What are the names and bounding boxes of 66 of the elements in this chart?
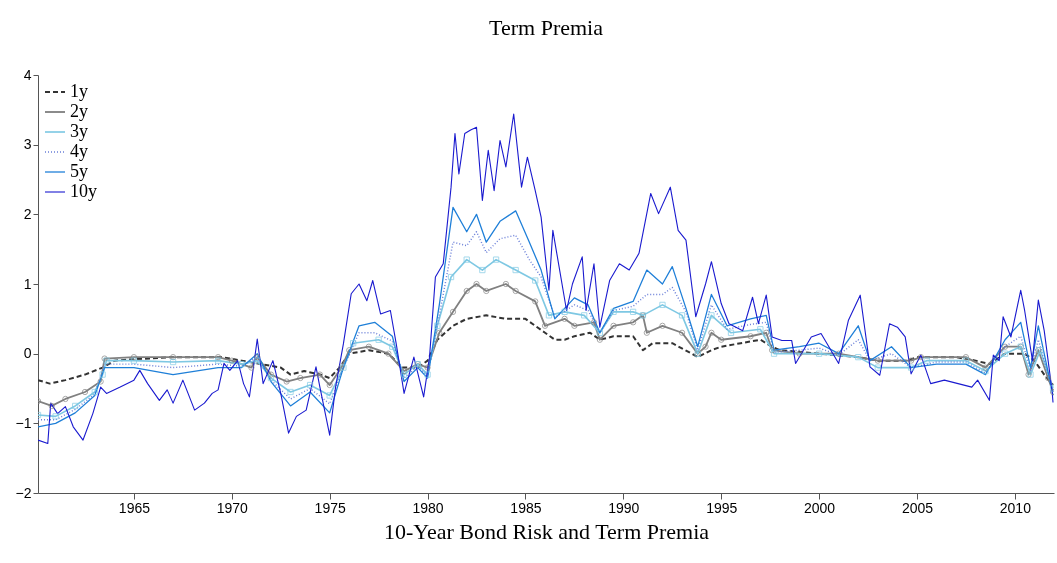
point xyxy=(708,312,715,319)
legend-label: 2y xyxy=(70,101,88,121)
point xyxy=(72,402,79,410)
point xyxy=(855,354,862,361)
x-tick-label: 1970 xyxy=(216,499,249,516)
point xyxy=(532,277,539,284)
point xyxy=(1049,385,1054,392)
point xyxy=(479,266,486,274)
point xyxy=(659,301,666,309)
point xyxy=(52,413,59,420)
point xyxy=(1001,350,1009,357)
point xyxy=(512,266,519,274)
point xyxy=(874,364,881,371)
y-tick-label: −2 xyxy=(15,484,32,501)
x-tick-label: 1975 xyxy=(314,499,346,516)
point xyxy=(99,371,106,378)
x-tick-label: 1965 xyxy=(118,499,151,516)
point xyxy=(91,388,98,396)
x-axis-title: 10-Year Bond Risk and Term Premia xyxy=(383,518,710,544)
legend-label: 3y xyxy=(70,121,88,141)
point xyxy=(238,360,245,368)
point xyxy=(287,388,294,396)
x-tick-label: 2010 xyxy=(999,499,1032,516)
point xyxy=(596,329,603,336)
legend-label: 5y xyxy=(70,161,88,181)
y-tick-label: 0 xyxy=(23,345,32,362)
point xyxy=(923,357,930,364)
point xyxy=(757,326,764,333)
point xyxy=(492,256,500,263)
point xyxy=(424,371,431,378)
y-tick-label: 2 xyxy=(23,205,32,222)
point xyxy=(678,312,686,319)
y-tick-label: 4 xyxy=(23,66,32,83)
point xyxy=(267,374,275,382)
point xyxy=(326,392,333,399)
legend-label: 1y xyxy=(70,81,88,101)
point xyxy=(907,364,915,371)
point xyxy=(727,329,735,336)
chart-title: Term Premia xyxy=(489,15,604,40)
point xyxy=(389,343,396,350)
x-tick-label: 2000 xyxy=(804,499,836,516)
point xyxy=(434,322,441,329)
legend-label: 4y xyxy=(70,141,88,161)
x-tick-label: 1985 xyxy=(510,499,542,516)
point xyxy=(463,256,470,263)
point xyxy=(581,312,588,319)
point xyxy=(400,371,408,378)
point xyxy=(350,340,357,347)
x-tick-label: 1990 xyxy=(608,499,640,516)
point xyxy=(629,308,637,316)
y-tick-label: 3 xyxy=(23,136,32,153)
x-tick-label: 1980 xyxy=(412,499,444,516)
point xyxy=(306,381,314,389)
point xyxy=(447,273,455,281)
y-tick-label: 1 xyxy=(23,275,32,292)
point xyxy=(982,367,989,375)
y-tick-label: −1 xyxy=(15,414,32,431)
point xyxy=(169,358,177,366)
point xyxy=(561,308,568,316)
x-tick-label: 2005 xyxy=(901,499,934,516)
x-tick-label: 1995 xyxy=(706,499,738,516)
point xyxy=(545,312,553,319)
point xyxy=(815,350,823,357)
legend-label: 10y xyxy=(70,181,97,201)
point xyxy=(375,336,382,343)
point xyxy=(610,308,617,316)
